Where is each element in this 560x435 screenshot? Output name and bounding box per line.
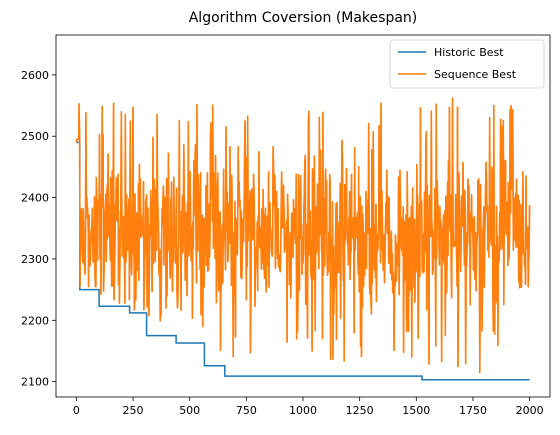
x-tick-label: 750 bbox=[236, 404, 257, 417]
y-tick-label: 2300 bbox=[21, 253, 49, 266]
legend-box bbox=[389, 39, 545, 89]
x-tick-label: 1000 bbox=[289, 404, 317, 417]
x-tick-label: 1750 bbox=[459, 404, 487, 417]
y-tick-label: 2400 bbox=[21, 192, 49, 205]
legend-label-historic-best: Historic Best bbox=[434, 46, 504, 59]
x-tick-label: 500 bbox=[179, 404, 200, 417]
x-tick-label: 2000 bbox=[516, 404, 544, 417]
series-line-sequence-best-overlay bbox=[75, 97, 531, 374]
legend: Historic Best Sequence Best bbox=[389, 39, 545, 89]
y-axis: 2100 2200 2300 2400 2500 2600 bbox=[21, 69, 56, 389]
x-tick-label: 0 bbox=[73, 404, 80, 417]
legend-label-sequence-best: Sequence Best bbox=[434, 68, 517, 81]
y-tick-label: 2600 bbox=[21, 69, 49, 82]
x-tick-label: 250 bbox=[123, 404, 144, 417]
y-tick-label: 2100 bbox=[21, 376, 49, 389]
x-tick-label: 1500 bbox=[402, 404, 430, 417]
x-tick-label: 1250 bbox=[346, 404, 374, 417]
series-line-historic-best bbox=[76, 141, 530, 381]
y-tick-label: 2200 bbox=[21, 314, 49, 327]
chart-title: Algorithm Coversion (Makespan) bbox=[189, 10, 418, 26]
y-tick-label: 2500 bbox=[21, 130, 49, 143]
series-layer bbox=[75, 97, 531, 381]
x-axis: 0 250 500 750 1000 1250 1500 1750 2000 bbox=[73, 397, 544, 417]
